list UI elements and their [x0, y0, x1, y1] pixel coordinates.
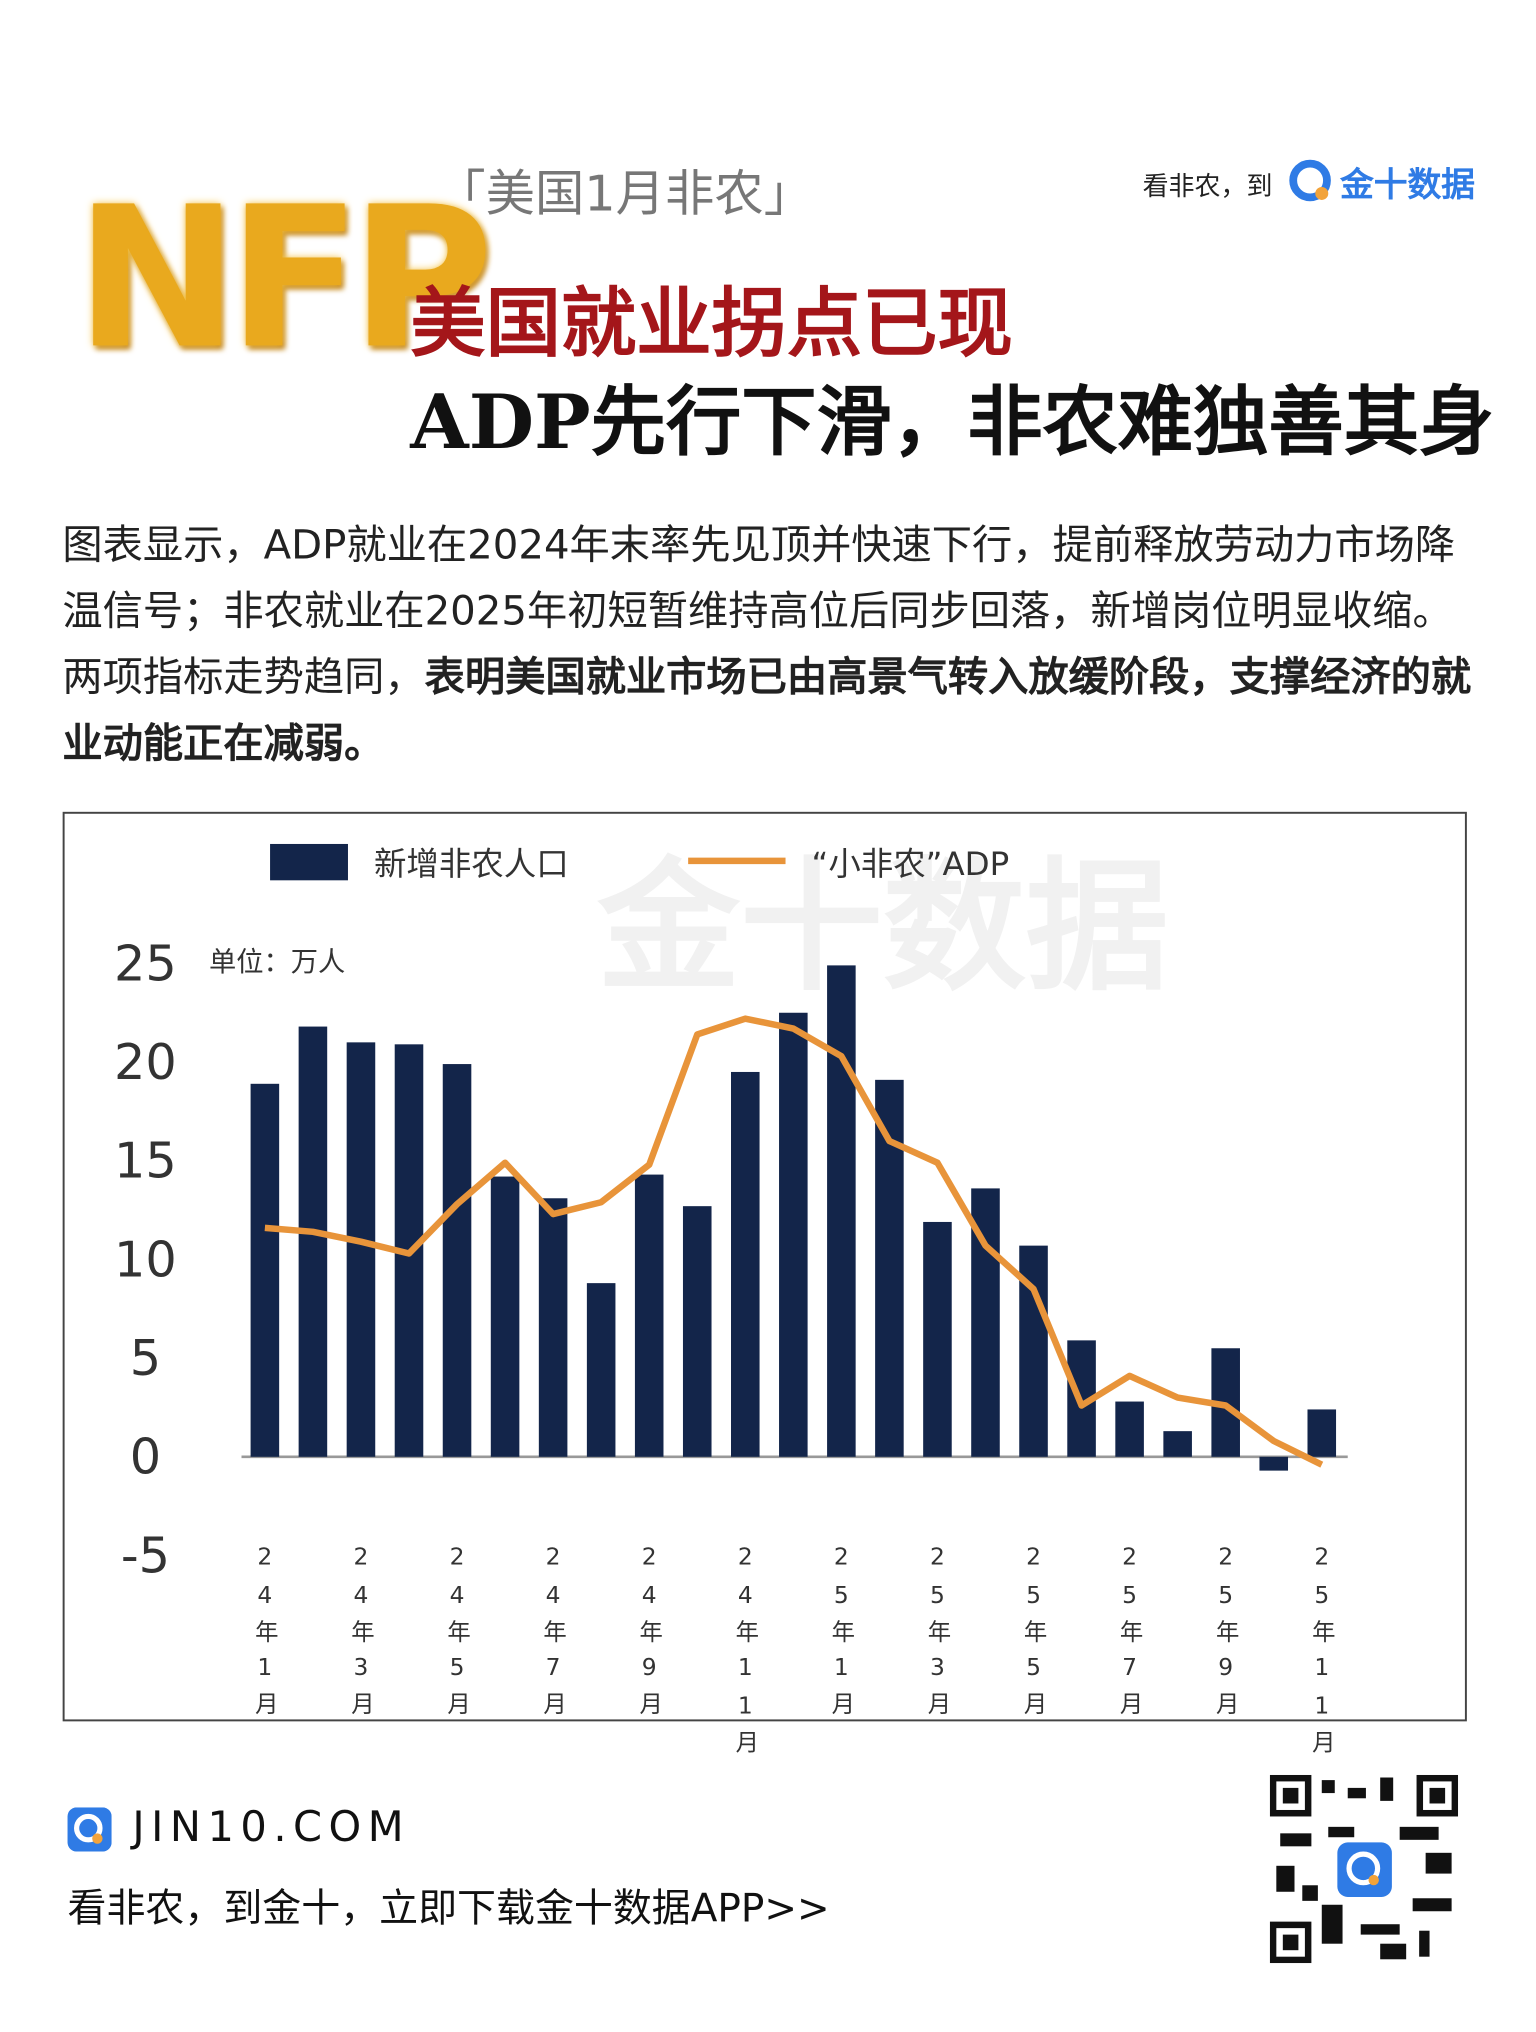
brand-icon [1289, 159, 1331, 202]
chart-frame [62, 811, 1467, 1722]
bar [634, 1174, 664, 1457]
bar [827, 965, 856, 1457]
summary: 图表显示，ADP就业在2024年末率先见顶并快速下行，提前释放劳动力市场降温信号… [62, 513, 1477, 778]
x-tick-label: 25年7月 [1116, 1542, 1144, 1725]
y-tick-label: 0 [130, 1428, 161, 1486]
summary-bold: 表明美国就业市场已由高景气转入放缓阶段，支撑经济的就业动能正在减弱。 [62, 654, 1472, 768]
bar [490, 1176, 520, 1457]
bar [1259, 1456, 1289, 1471]
x-tick-label: 24年7月 [539, 1542, 567, 1725]
footer-site: JIN10.COM [132, 1802, 411, 1852]
y-tick-label: 20 [114, 1033, 177, 1091]
x-tick-label: 24年9月 [635, 1542, 663, 1725]
x-tick-label: 25年5月 [1020, 1542, 1048, 1725]
footer-icon [67, 1807, 112, 1852]
x-tick-label: 24年5月 [443, 1542, 471, 1725]
bar [923, 1221, 952, 1457]
tag: 「美国1月非农」 [436, 164, 814, 223]
x-tick-label: 25年9月 [1212, 1542, 1240, 1725]
title-line1: 美国就业拐点已现 [410, 279, 1013, 368]
bar [730, 1071, 760, 1457]
nfp-logo: NFP [75, 166, 493, 393]
x-tick-label: 25年1月 [827, 1542, 855, 1725]
watermark: 金十数据 [596, 843, 1168, 1010]
bar [298, 1026, 328, 1457]
brand: 金十数据 [1339, 166, 1476, 206]
bar [1115, 1401, 1144, 1457]
bar [1307, 1409, 1337, 1457]
legend-label: “小非农”ADP [812, 845, 1010, 883]
bar [586, 1283, 616, 1457]
bar [779, 1012, 808, 1457]
bar [538, 1198, 568, 1457]
x-tick-label: 25年3月 [923, 1542, 951, 1725]
legend-label: 新增非农人口 [374, 845, 569, 883]
legend-swatch [270, 843, 348, 881]
bar [682, 1206, 712, 1457]
bar [1163, 1431, 1192, 1457]
x-tick-label: 24年1月 [251, 1542, 279, 1725]
bar [442, 1064, 472, 1457]
qr-code [1269, 1774, 1459, 1964]
unit-label: 单位：万人 [209, 947, 345, 978]
x-tick-label: 24年11月 [731, 1542, 759, 1763]
title-line2: ADP先行下滑，非农难独善其身 [410, 377, 1495, 467]
bar [346, 1042, 376, 1457]
y-tick-label: 5 [130, 1329, 161, 1387]
y-tick-label: 10 [114, 1230, 177, 1288]
y-tick-label: -5 [121, 1526, 170, 1584]
y-tick-label: 25 [114, 934, 177, 992]
promo: 看非农，到 [1142, 170, 1273, 202]
footer-slogan: 看非农，到金十，立即下载金十数据APP>> [67, 1886, 830, 1933]
summary-text: 图表显示，ADP就业在2024年末率先见顶并快速下行，提前释放劳动力市场降温信号… [62, 521, 1456, 702]
x-tick-label: 24年3月 [347, 1542, 375, 1725]
line [264, 1015, 1324, 1468]
y-tick-label: 15 [114, 1132, 177, 1190]
bar [250, 1083, 280, 1457]
x-tick-label: 25年11月 [1308, 1542, 1336, 1763]
